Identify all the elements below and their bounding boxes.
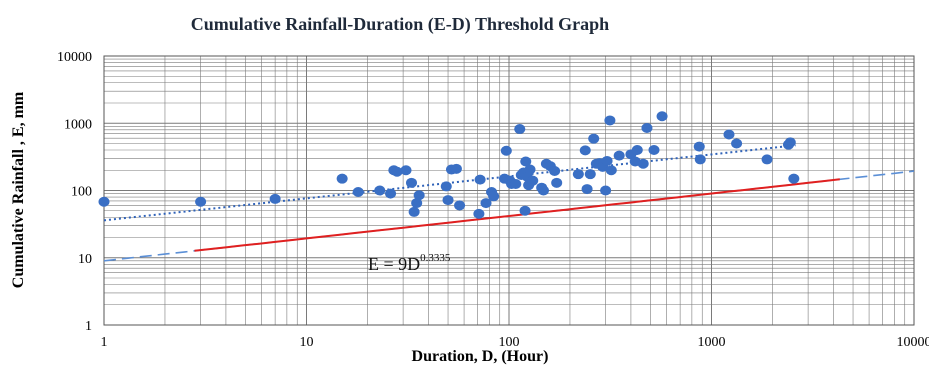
- data-point: [269, 193, 281, 204]
- y-axis-label: Cumulative Rainfall , E, mm: [10, 91, 27, 288]
- data-point: [723, 129, 735, 140]
- x-tick-label: 1: [101, 335, 108, 350]
- data-point: [510, 178, 522, 189]
- data-point: [581, 184, 593, 195]
- data-point: [374, 185, 386, 196]
- data-point: [584, 169, 596, 180]
- y-tick-label: 10000: [57, 50, 92, 65]
- data-point: [656, 111, 668, 122]
- y-tick-labels: 1 10 100 1000 10000: [57, 50, 92, 334]
- data-point: [604, 115, 616, 126]
- data-point: [524, 164, 536, 175]
- threshold-line: [194, 178, 840, 252]
- data-point: [551, 177, 563, 188]
- equation-base: E = 9D: [368, 254, 420, 274]
- data-point: [473, 208, 485, 219]
- data-point: [519, 205, 531, 216]
- chart-title: Cumulative Rainfall-Duration (E-D) Thres…: [191, 14, 609, 35]
- data-point: [731, 138, 743, 149]
- data-point: [788, 173, 800, 184]
- plot-frame: [103, 55, 915, 326]
- data-point: [641, 122, 653, 133]
- data-point: [442, 195, 454, 206]
- data-point: [514, 124, 526, 135]
- data-point: [520, 156, 532, 167]
- data-points: [98, 111, 800, 219]
- data-point: [613, 150, 625, 161]
- data-point: [98, 196, 110, 207]
- data-point: [488, 191, 500, 202]
- data-point: [405, 177, 417, 188]
- data-point: [631, 145, 643, 156]
- data-point: [500, 145, 512, 156]
- data-point: [648, 145, 660, 156]
- data-point: [572, 169, 584, 180]
- y-tick-label: 100: [71, 185, 92, 200]
- x-axis-label: Duration, D, (Hour): [412, 348, 549, 365]
- data-point: [352, 186, 364, 197]
- data-point: [454, 200, 466, 211]
- data-point: [537, 185, 549, 196]
- data-point: [600, 185, 612, 196]
- x-tick-label: 1000: [698, 335, 726, 350]
- data-point: [694, 154, 706, 165]
- data-point: [413, 190, 425, 201]
- data-point: [549, 165, 561, 176]
- y-tick-label: 1000: [64, 117, 92, 132]
- data-point: [411, 198, 423, 209]
- data-point: [391, 166, 403, 177]
- threshold-equation: E = 9D0.3335: [368, 252, 451, 274]
- data-point: [385, 188, 397, 199]
- data-point: [605, 165, 617, 176]
- grid: [103, 56, 914, 326]
- data-point: [480, 198, 492, 209]
- x-tick-label: 100: [499, 335, 520, 350]
- upper-trend-line: [103, 144, 796, 222]
- data-point: [408, 206, 420, 217]
- data-point: [601, 155, 613, 166]
- data-point: [588, 133, 600, 144]
- data-point: [761, 154, 773, 165]
- data-point: [336, 173, 348, 184]
- x-tick-label: 10: [300, 335, 314, 350]
- fit-lines: [103, 144, 915, 262]
- data-point: [579, 145, 591, 156]
- x-tick-labels: 1 10 100 1000 10000: [101, 335, 929, 350]
- data-point: [195, 196, 207, 207]
- data-point: [784, 137, 796, 148]
- y-tick-label: 10: [78, 252, 92, 267]
- data-point: [474, 174, 486, 185]
- data-point: [440, 181, 452, 192]
- data-point: [400, 165, 412, 176]
- data-point: [450, 163, 462, 174]
- data-point: [637, 158, 649, 169]
- equation-exponent: 0.3335: [420, 252, 451, 264]
- data-point: [693, 141, 705, 152]
- x-tick-label: 10000: [897, 335, 929, 350]
- data-point: [527, 175, 539, 186]
- y-tick-label: 1: [85, 319, 92, 334]
